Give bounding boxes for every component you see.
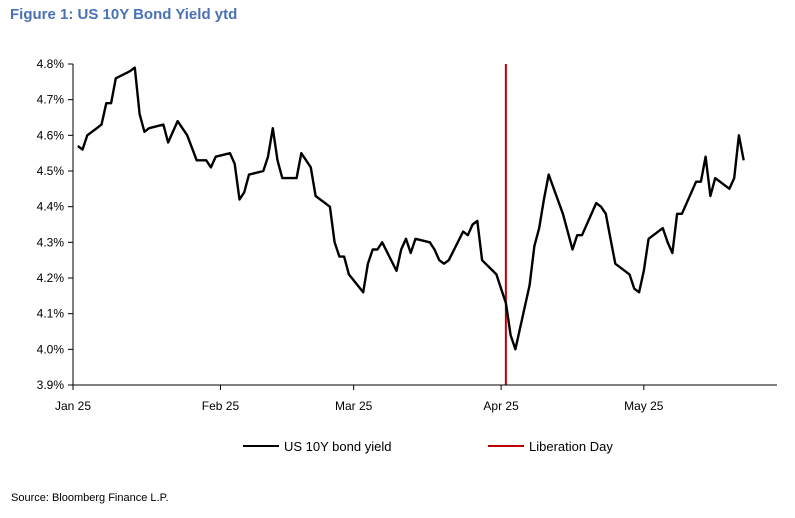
x-tick-label: Feb 25 xyxy=(202,399,240,413)
y-tick-label: 4.2% xyxy=(37,271,65,285)
y-tick-label: 4.6% xyxy=(37,128,65,142)
legend-label-yield: US 10Y bond yield xyxy=(284,439,391,454)
x-tick-label: Apr 25 xyxy=(483,399,519,413)
series-lines xyxy=(78,68,744,350)
y-tick-label: 4.8% xyxy=(37,57,65,71)
y-tick-label: 4.4% xyxy=(37,200,65,214)
legend: US 10Y bond yield Liberation Day xyxy=(243,439,613,454)
y-axis: 3.9% 4.0% 4.1% 4.2% 4.3% 4.4% 4.5% 4.6% 4.7% 4.8% xyxy=(37,57,73,392)
y-tick-label: 4.0% xyxy=(37,342,65,356)
legend-label-liberation-day: Liberation Day xyxy=(529,439,613,454)
y-tick-label: 4.1% xyxy=(37,307,65,321)
source-note: Source: Bloomberg Finance L.P. xyxy=(11,492,169,504)
y-tick-label: 4.5% xyxy=(37,164,65,178)
y-tick-label: 3.9% xyxy=(37,378,65,392)
x-tick-label: Jan 25 xyxy=(55,399,91,413)
x-axis: Jan 25 Feb 25 Mar 25 Apr 25 May 25 xyxy=(55,385,777,413)
yield-series-line xyxy=(78,68,744,350)
x-tick-label: Mar 25 xyxy=(335,399,373,413)
y-tick-label: 4.3% xyxy=(37,235,65,249)
x-tick-label: May 25 xyxy=(624,399,664,413)
y-tick-label: 4.7% xyxy=(37,93,65,107)
